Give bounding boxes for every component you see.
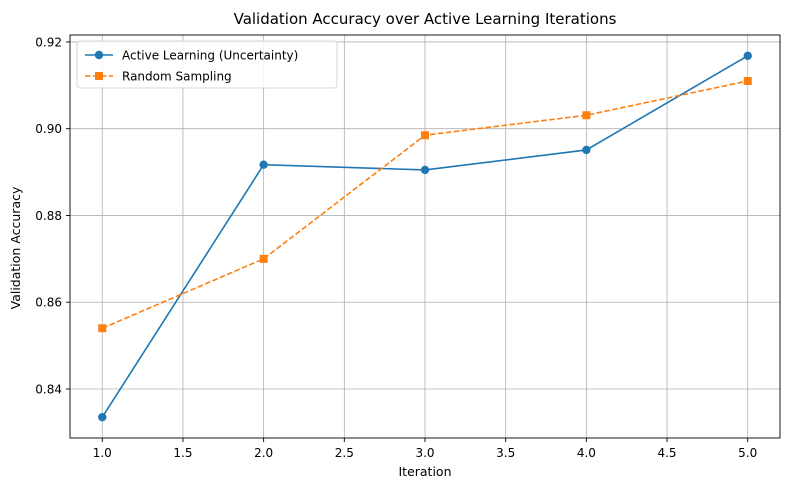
data-point xyxy=(743,51,752,61)
legend-item: Random Sampling xyxy=(85,70,232,84)
data-point xyxy=(421,131,429,140)
y-tick-label: 0.84 xyxy=(35,382,62,396)
legend-marker xyxy=(94,50,104,60)
data-point xyxy=(259,160,268,169)
x-tick-label: 4.5 xyxy=(657,446,676,460)
x-tick-label: 4.0 xyxy=(577,446,596,460)
data-point xyxy=(98,412,107,422)
data-point xyxy=(420,165,430,175)
x-tick-label: 1.0 xyxy=(93,446,112,460)
x-tick-label: 5.0 xyxy=(738,446,757,460)
x-tick-label: 2.0 xyxy=(254,446,273,460)
x-tick-label: 3.0 xyxy=(415,446,434,460)
series-layer xyxy=(98,51,752,422)
data-point xyxy=(259,254,268,263)
y-tick-label: 0.88 xyxy=(35,209,62,223)
y-axis-label: Validation Accuracy xyxy=(8,186,23,309)
series-active-learning xyxy=(98,51,752,422)
y-tick-label: 0.90 xyxy=(35,122,62,136)
legend-label: Random Sampling xyxy=(122,70,232,84)
data-point xyxy=(98,324,107,333)
x-tick-label: 1.5 xyxy=(173,446,192,460)
x-tick-label: 2.5 xyxy=(335,446,354,460)
legend-label: Active Learning (Uncertainty) xyxy=(122,49,298,63)
y-tick-label: 0.92 xyxy=(35,35,62,49)
legend-item: Active Learning (Uncertainty) xyxy=(85,49,298,63)
data-point xyxy=(582,145,591,155)
y-tick-label: 0.86 xyxy=(35,296,62,310)
legend-box xyxy=(76,40,338,89)
data-point xyxy=(582,111,591,120)
legend-marker xyxy=(95,72,103,80)
chart-title: Validation Accuracy over Active Learning… xyxy=(234,10,617,28)
legend: Active Learning (Uncertainty) Random Samp… xyxy=(76,40,338,89)
x-tick-label: 3.5 xyxy=(496,446,515,460)
x-axis-label: Iteration xyxy=(398,464,451,479)
series-random-sampling xyxy=(98,76,752,333)
data-point xyxy=(743,76,752,85)
tick-labels: 1.0 1.5 2.0 2.5 3.0 3.5 4.0 4.5 5.0 0.84 0.86 0.88 0… xyxy=(35,35,757,460)
